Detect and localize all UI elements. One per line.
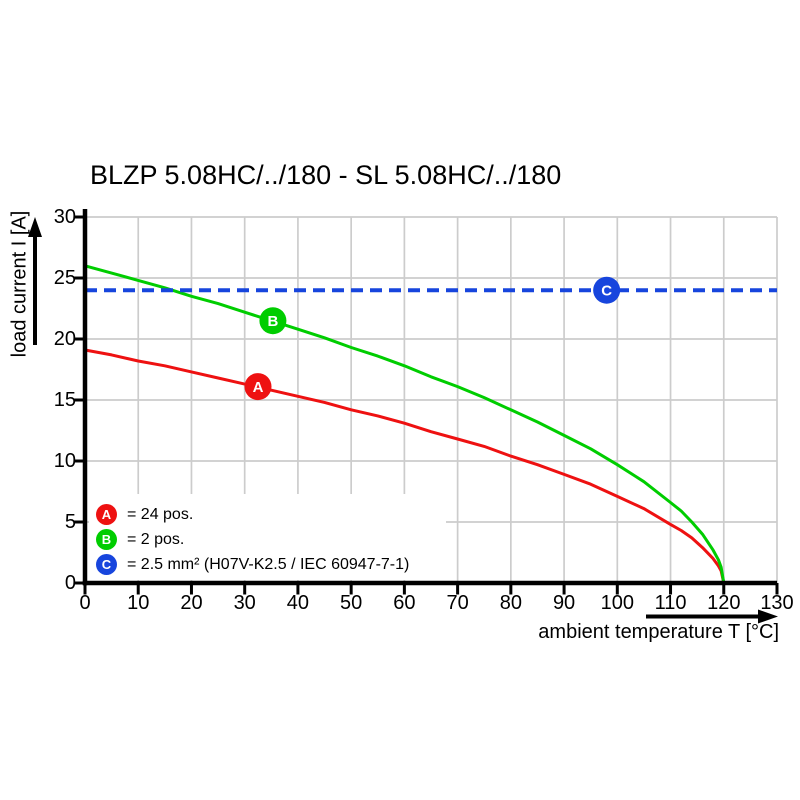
x-tick-label: 10 (127, 592, 150, 614)
y-tick-label: 5 (64, 511, 76, 533)
x-tick-label: 80 (499, 592, 522, 614)
chart-title: BLZP 5.08HC/../180 - SL 5.08HC/../180 (90, 160, 562, 190)
y-tick-label: 25 (53, 267, 76, 289)
x-tick-label: 70 (446, 592, 469, 614)
legend-item-b: B = 2 pos. (96, 528, 185, 550)
marker-b-letter: B (267, 313, 278, 330)
x-tick-label: 60 (393, 592, 416, 614)
legend-backdrop (89, 494, 446, 580)
x-tick-label: 0 (79, 592, 91, 614)
marker-a (244, 373, 272, 401)
x-axis-label: ambient temperature T [°C] (538, 621, 779, 643)
y-tick-label: 0 (64, 572, 76, 594)
x-tick-label: 30 (233, 592, 256, 614)
y-tick-label: 10 (53, 450, 76, 472)
x-tick-label: 90 (552, 592, 576, 614)
legend-item-a: A = 24 pos. (96, 503, 194, 525)
x-tick-label: 100 (600, 592, 634, 614)
y-tick-label: 30 (53, 206, 76, 228)
y-tick-label: 20 (53, 328, 76, 350)
x-tick-label: 50 (340, 592, 363, 614)
legend-item-c: C = 2.5 mm² (H07V-K2.5 / IEC 60947-7-1) (96, 553, 410, 575)
marker-c (593, 276, 621, 304)
x-tick-label: 20 (180, 592, 203, 614)
legend-marker-b-icon: B (96, 528, 117, 550)
series-b-curve (83, 264, 726, 585)
x-tick-label: 120 (707, 592, 741, 614)
legend-item-label: = 2 pos. (127, 530, 185, 548)
x-axis-arrowhead-icon (758, 609, 778, 624)
legend-item-label: = 2.5 mm² (H07V-K2.5 / IEC 60947-7-1) (127, 555, 410, 573)
y-axis-arrowhead-icon (28, 217, 42, 237)
series-a-curve (83, 348, 726, 585)
y-tick-label: 15 (53, 389, 76, 411)
legend-marker-c-icon: C (96, 553, 117, 575)
x-tick-label: 130 (760, 592, 794, 614)
legend-marker-a-icon: A (96, 503, 117, 525)
legend-item-label: = 24 pos. (127, 505, 194, 523)
marker-a-letter: A (253, 379, 264, 396)
x-tick-label: 40 (286, 592, 310, 614)
marker-b (259, 307, 287, 335)
marker-c-letter: C (601, 283, 612, 300)
x-tick-label: 110 (654, 592, 687, 614)
